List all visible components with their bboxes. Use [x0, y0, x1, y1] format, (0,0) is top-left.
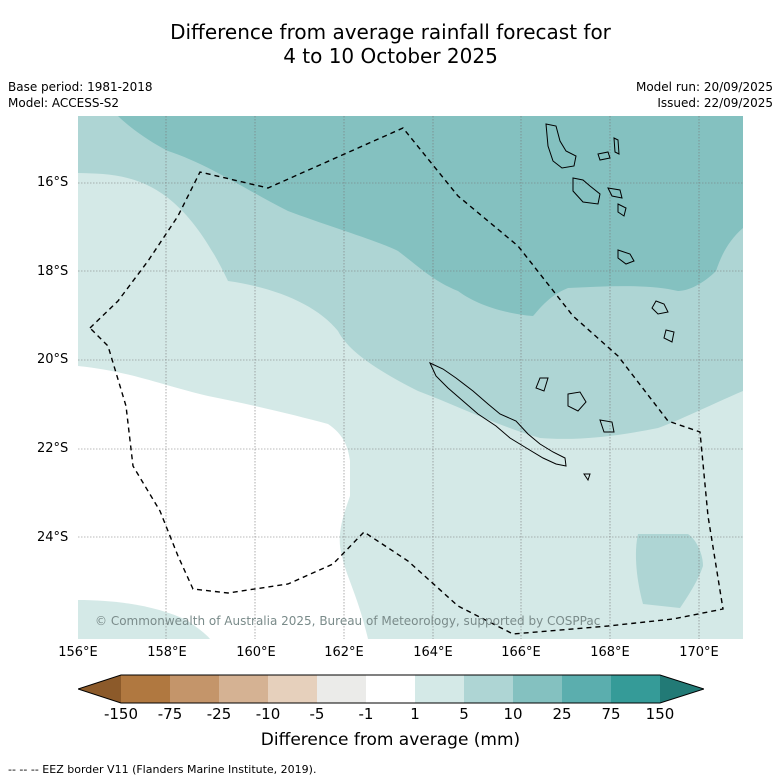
region-near-average	[78, 366, 368, 639]
lon-label-160e: 160°E	[236, 645, 276, 660]
region-se-patch	[635, 534, 703, 608]
eez-border	[89, 127, 724, 635]
lon-label-158e: 158°E	[147, 645, 187, 660]
colorbar-segment-9	[513, 675, 562, 703]
colorbar-tick-6: 1	[410, 705, 420, 723]
lon-label-166e: 166°E	[501, 645, 541, 660]
lat-label-22s: 22°S	[37, 441, 69, 456]
vanuatu-islands	[545, 123, 675, 343]
colorbar-segment-6	[366, 675, 415, 703]
colorbar-segment-0	[78, 675, 121, 703]
colorbar-segment-10	[562, 675, 611, 703]
region-10-25mm	[118, 116, 743, 316]
region-sw-patch	[78, 600, 210, 639]
lon-label-170e: 170°E	[679, 645, 719, 660]
model-run-label: Model run: 20/09/2025	[635, 80, 773, 94]
colorbar-tick-0: -150	[103, 705, 139, 723]
model-label: Model: ACCESS-S2	[8, 96, 120, 110]
lon-label-164e: 164°E	[413, 645, 453, 660]
colorbar-tick-2: -25	[206, 705, 232, 723]
chart-title: Difference from average rainfall forecas…	[0, 20, 781, 68]
lat-label-24s: 24°S	[37, 530, 69, 545]
colorbar-title: Difference from average (mm)	[260, 730, 521, 750]
meta-left: Base period: 1981-2018 Model: ACCESS-S2	[8, 79, 153, 111]
colorbar-segment-1	[121, 675, 170, 703]
colorbar-segment-5	[317, 675, 366, 703]
lon-label-162e: 162°E	[324, 645, 364, 660]
colorbar-tick-11: 150	[645, 705, 675, 723]
colorbar-tick-3: -10	[255, 705, 281, 723]
colorbar-tick-9: 25	[552, 705, 572, 723]
title-line-2: 4 to 10 October 2025	[283, 44, 498, 68]
colorbar-outline	[78, 674, 704, 704]
colorbar	[78, 674, 704, 704]
copyright-text: © Commonwealth of Australia 2025, Bureau…	[95, 614, 601, 628]
colorbar-segment-8	[464, 675, 513, 703]
meta-right: Model run: 20/09/2025 Issued: 22/09/2025	[636, 79, 773, 111]
colorbar-segment-11	[611, 675, 660, 703]
colorbar-tick-4: -5	[309, 705, 325, 723]
lon-label-168e: 168°E	[590, 645, 630, 660]
colorbar-tick-5: -1	[358, 705, 374, 723]
map-svg	[78, 116, 743, 639]
colorbar-segment-12	[660, 675, 704, 703]
colorbar-segment-3	[219, 675, 268, 703]
colorbar-tick-7: 5	[459, 705, 469, 723]
new-caledonia-island	[428, 361, 567, 467]
lon-label-156e: 156°E	[58, 645, 98, 660]
colorbar-tick-1: -75	[157, 705, 183, 723]
title-line-1: Difference from average rainfall forecas…	[170, 20, 611, 44]
eez-footnote: -- -- -- EEZ border V11 (Flanders Marine…	[8, 763, 317, 776]
base-period-label: Base period: 1981-2018	[8, 80, 153, 94]
rainfall-map	[78, 116, 743, 639]
lat-label-16s: 16°S	[37, 175, 69, 190]
colorbar-segment-2	[170, 675, 219, 703]
colorbar-segment-4	[268, 675, 317, 703]
colorbar-tick-8: 10	[503, 705, 523, 723]
lat-label-18s: 18°S	[37, 264, 69, 279]
loyalty-islands	[535, 377, 615, 482]
colorbar-segment-7	[415, 675, 464, 703]
lat-label-20s: 20°S	[37, 352, 69, 367]
issued-label: Issued: 22/09/2025	[657, 96, 773, 110]
colorbar-tick-10: 75	[601, 705, 621, 723]
